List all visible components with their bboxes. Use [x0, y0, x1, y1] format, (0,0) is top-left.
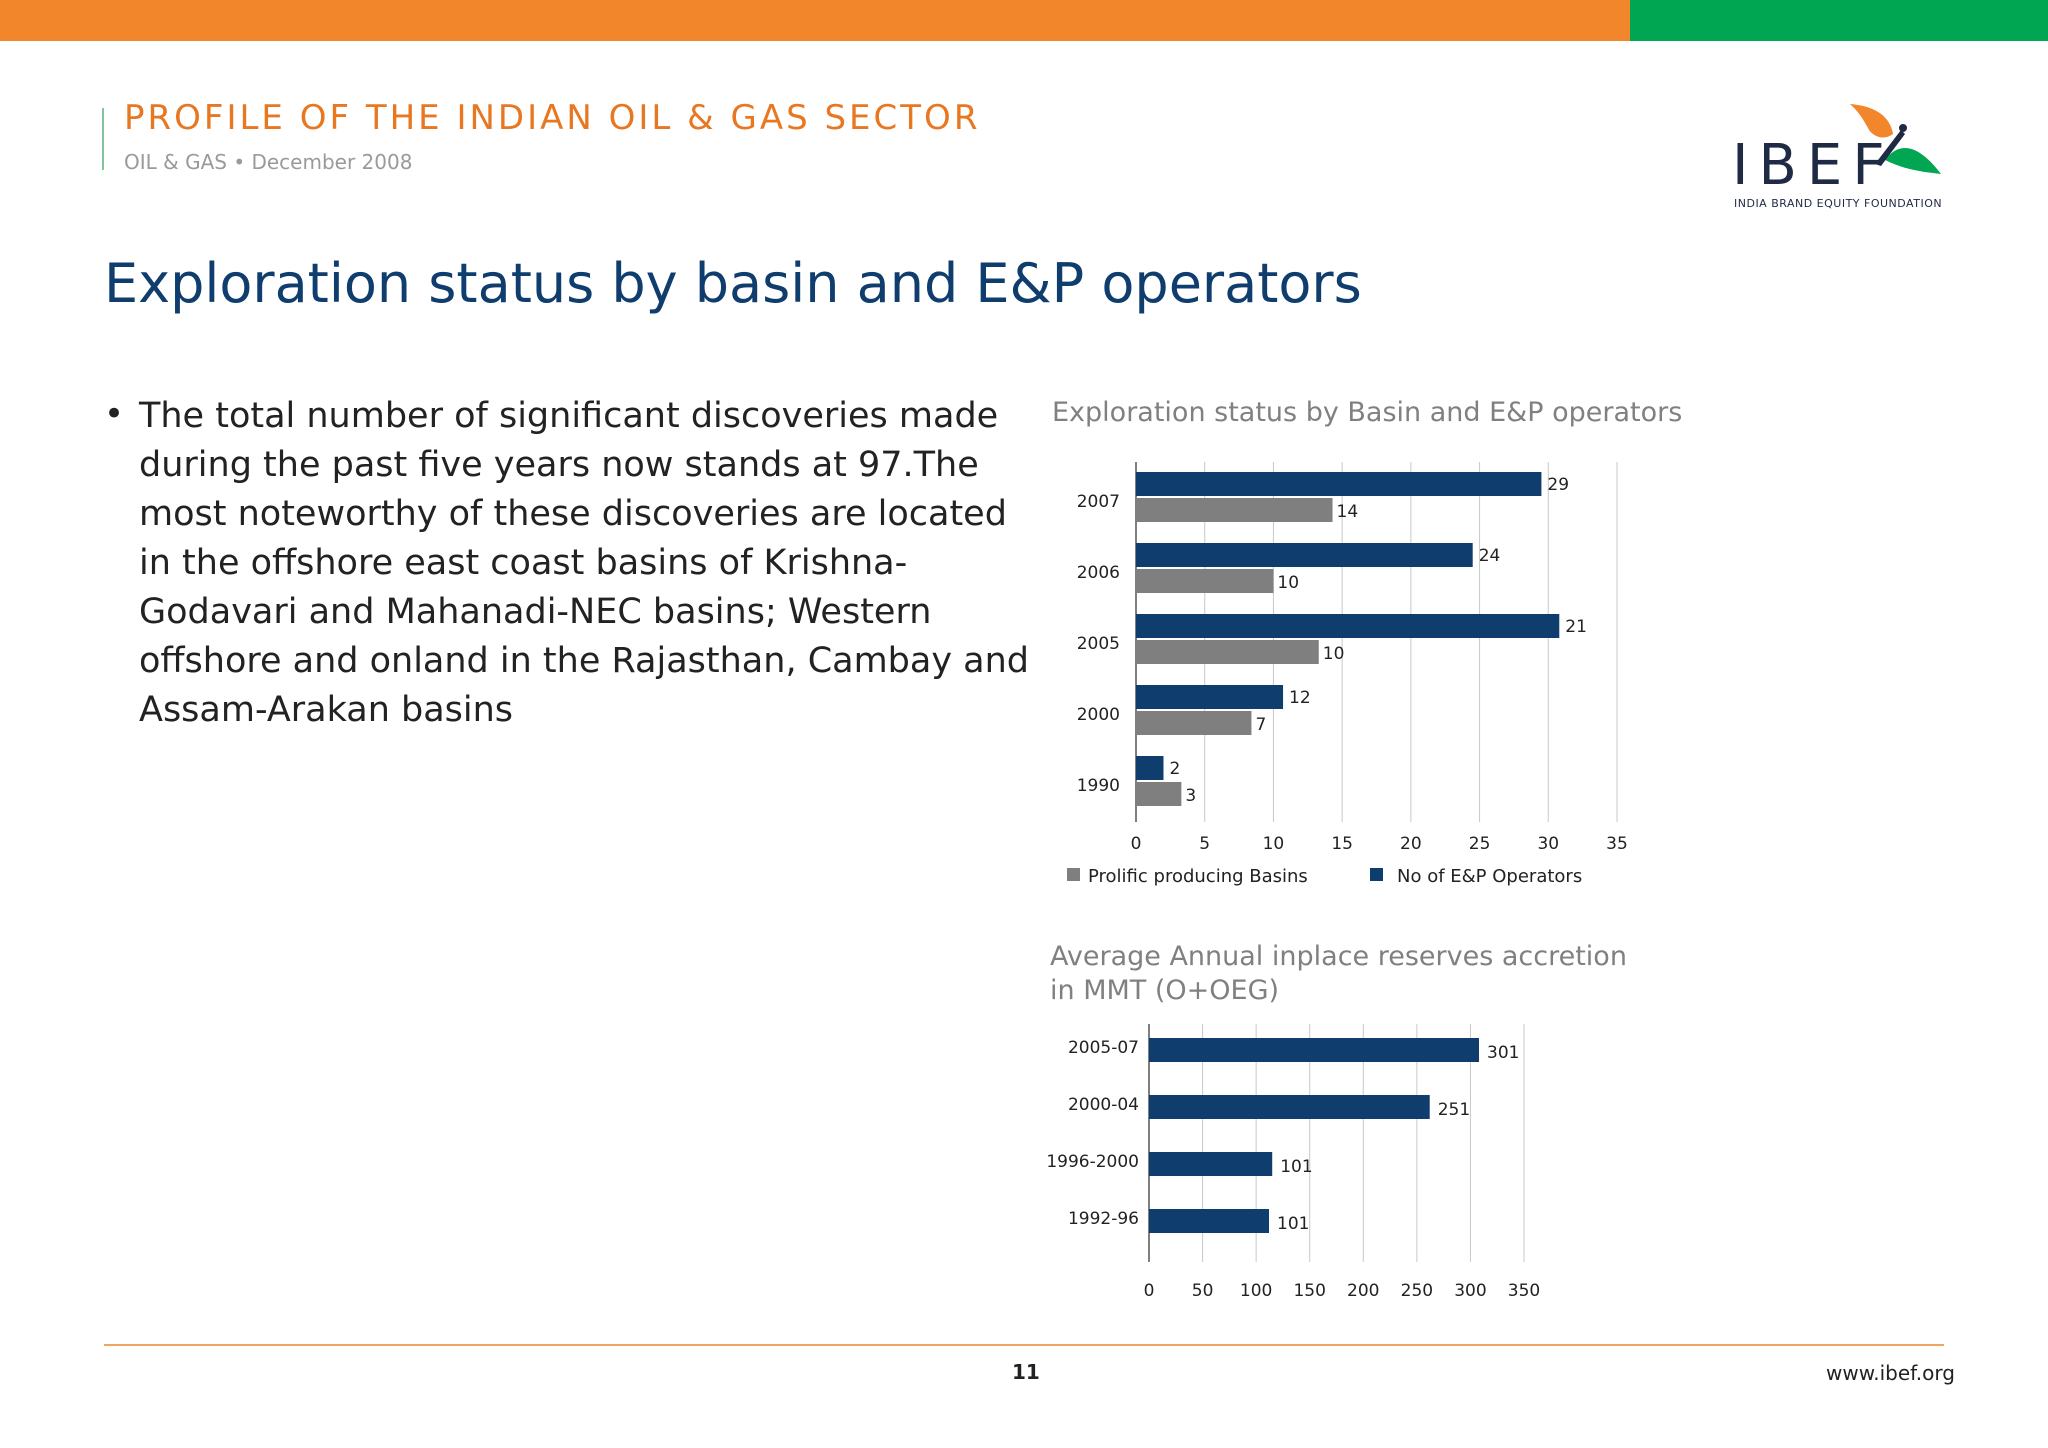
footer-url: www.ibef.org [1826, 1361, 1955, 1385]
chart2-title: Average Annual inplace reserves accretio… [1050, 940, 1627, 1008]
chart1-data-label-operators: 2 [1169, 759, 1180, 779]
chart2-category-label: 2000-04 [1068, 1095, 1139, 1115]
chart1-data-label-basins: 7 [1255, 715, 1266, 735]
chart2-xtick-label: 150 [1293, 1281, 1325, 1301]
chart2-category-label: 2005-07 [1068, 1038, 1139, 1058]
ibef-bird-icon [1850, 104, 1941, 174]
chart1-category-label: 2005 [1077, 634, 1120, 654]
chart1-category-label: 2000 [1077, 705, 1120, 725]
chart1-bar-operators [1136, 472, 1542, 496]
chart2-data-label: 251 [1438, 1100, 1470, 1120]
chart2-bar [1149, 1209, 1269, 1233]
chart1-category-label: 2006 [1077, 563, 1120, 583]
chart2-xtick-label: 200 [1347, 1281, 1379, 1301]
chart2-xtick-label: 350 [1508, 1281, 1540, 1301]
chart2-bar [1149, 1038, 1479, 1062]
top-orange-band [0, 0, 1630, 41]
footer-divider [104, 1344, 1944, 1346]
top-green-band [1630, 0, 2048, 41]
chart1-bar-basins [1136, 640, 1319, 664]
chart1-category-label: 2007 [1077, 492, 1120, 512]
page-title: Exploration status by basin and E&P oper… [104, 252, 1362, 315]
header-title: PROFILE OF THE INDIAN OIL & GAS SECTOR [124, 98, 981, 138]
bullet-text: The total number of significant discover… [139, 396, 1030, 730]
chart1-legend-label-operators: No of E&P Operators [1397, 866, 1582, 887]
chart1-data-label-basins: 3 [1185, 786, 1196, 806]
page-number: 11 [1012, 1360, 1040, 1384]
chart1-bar-operators [1136, 614, 1560, 638]
chart2-data-label: 101 [1280, 1157, 1312, 1177]
chart2-bar [1149, 1152, 1273, 1176]
chart1-data-label-operators: 21 [1565, 617, 1587, 637]
chart2-data-label: 301 [1487, 1043, 1519, 1063]
chart1-legend-label-basins: Prolific producing Basins [1088, 866, 1308, 887]
chart1-bar-operators [1136, 685, 1284, 709]
chart1-bar-basins [1136, 498, 1333, 522]
chart2-category-label: 1992-96 [1068, 1209, 1139, 1229]
header-subtitle: OIL & GAS • December 2008 [124, 150, 413, 174]
chart1-xtick-label: 35 [1606, 834, 1628, 854]
chart1-xtick-label: 20 [1400, 834, 1422, 854]
chart1-data-label-basins: 10 [1277, 573, 1299, 593]
chart2-xtick-label: 300 [1454, 1281, 1486, 1301]
chart1-bar-basins [1136, 569, 1274, 593]
logo-tagline: INDIA BRAND EQUITY FOUNDATION [1734, 197, 1943, 210]
chart1-xtick-label: 15 [1331, 834, 1353, 854]
chart1-data-label-operators: 24 [1479, 546, 1501, 566]
chart2-title-line2: in MMT (O+OEG) [1050, 975, 1280, 1006]
chart1-xtick-label: 25 [1469, 834, 1491, 854]
chart1-category-label: 1990 [1077, 776, 1120, 796]
chart1-xtick-label: 0 [1131, 834, 1142, 854]
chart2-title-line1: Average Annual inplace reserves accretio… [1050, 941, 1627, 972]
chart1-bar-operators [1136, 756, 1164, 780]
chart2-xtick-label: 50 [1192, 1281, 1214, 1301]
chart2-xtick-label: 0 [1144, 1281, 1155, 1301]
chart2-xtick-label: 100 [1240, 1281, 1272, 1301]
chart1-title: Exploration status by Basin and E&P oper… [1052, 397, 1683, 428]
chart1-xtick-label: 5 [1199, 834, 1210, 854]
chart1-data-label-basins: 10 [1323, 644, 1345, 664]
header-divider [102, 108, 104, 170]
chart1-legend-swatch-operators [1370, 868, 1383, 881]
chart1-bar-operators [1136, 543, 1473, 567]
chart2-category-label: 1996-2000 [1046, 1152, 1139, 1172]
chart1-xtick-label: 30 [1537, 834, 1559, 854]
chart1-bar-basins [1136, 782, 1182, 806]
chart1-legend-swatch-basins [1067, 868, 1080, 881]
chart2-data-label: 101 [1277, 1214, 1309, 1234]
logo-wordmark: IBEF [1732, 133, 1895, 198]
chart1-bar-basins [1136, 711, 1252, 735]
chart1-xtick-label: 10 [1263, 834, 1285, 854]
chart1-data-label-operators: 29 [1547, 475, 1569, 495]
chart2-bar [1149, 1095, 1430, 1119]
bullet-marker: • [104, 394, 125, 434]
chart2-xtick-label: 250 [1401, 1281, 1433, 1301]
chart1-data-label-operators: 12 [1289, 688, 1311, 708]
chart1-data-label-basins: 14 [1337, 502, 1359, 522]
